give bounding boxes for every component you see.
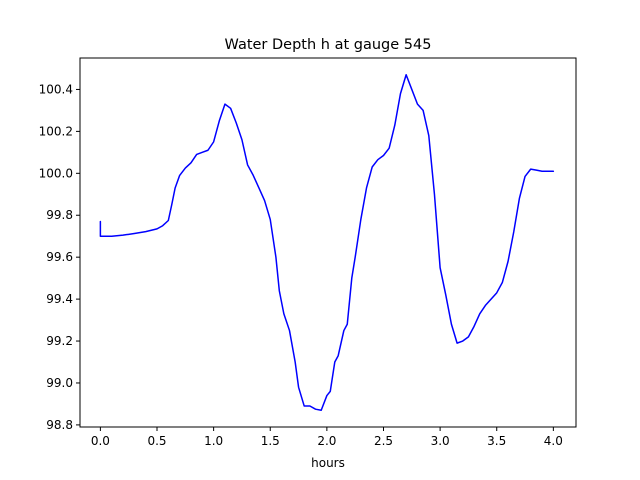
plot-area [99,74,555,411]
x-axis: 0.0 0.5 1.0 1.5 2.0 2.5 3.0 3.5 4.0 [91,427,563,448]
x-tick-label: 3.0 [431,434,450,448]
y-tick-label: 99.8 [46,208,73,222]
y-tick-label: 99.4 [46,292,73,306]
x-axis-label: hours [311,456,345,470]
axes-frame [79,57,577,428]
y-tick-label: 99.2 [46,334,73,348]
x-tick-label: 1.5 [261,434,280,448]
x-tick-label: 3.5 [487,434,506,448]
x-tick-label: 2.5 [374,434,393,448]
x-tick-label: 1.0 [204,434,223,448]
x-tick-label: 0.5 [147,434,166,448]
series-line-1 [99,74,555,411]
x-tick-label: 0.0 [91,434,110,448]
y-tick-label: 99.6 [46,250,73,264]
x-tick-label: 4.0 [544,434,563,448]
x-tick-label: 2.0 [317,434,336,448]
chart-title: Water Depth h at gauge 545 [225,37,432,53]
y-tick-label: 100.2 [39,124,73,138]
y-tick-label: 98.8 [46,418,73,432]
y-tick-label: 100.0 [39,166,73,180]
y-tick-label: 99.0 [46,376,73,390]
y-tick-label: 100.4 [39,82,73,96]
y-axis: 98.8 99.0 99.2 99.4 99.6 99.8 100.0 100.2 100.4 [39,82,80,432]
